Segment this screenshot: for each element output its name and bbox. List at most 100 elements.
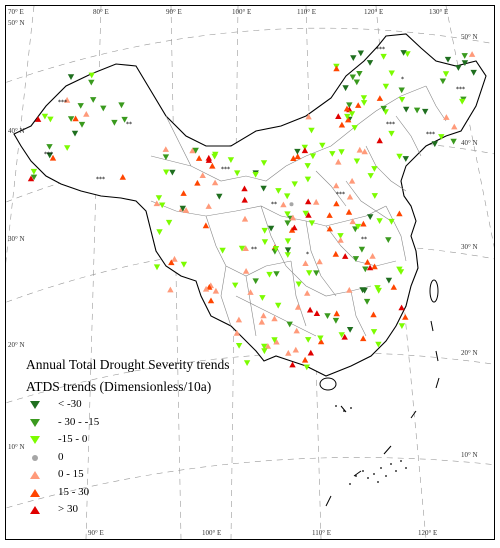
hainan-island [319, 377, 337, 391]
station-marker [370, 311, 377, 318]
station-marker [353, 158, 361, 165]
station-marker [333, 200, 340, 207]
station-marker [77, 103, 84, 109]
significance-mark: *** [456, 86, 465, 93]
station-marker [189, 147, 196, 154]
station-marker [169, 169, 176, 176]
country-outline [13, 33, 487, 377]
station-marker [367, 214, 374, 220]
station-marker [305, 337, 312, 343]
station-marker [351, 125, 358, 131]
station-marker [398, 304, 405, 311]
station-marker [30, 168, 38, 175]
station-marker [264, 343, 272, 349]
station-marker [346, 286, 353, 293]
station-marker [286, 321, 293, 328]
station-marker [285, 349, 292, 356]
significance-mark: *** [96, 176, 105, 183]
station-marker [455, 65, 462, 71]
circle-icon [32, 454, 38, 461]
station-marker [459, 98, 466, 105]
station-marker [388, 70, 395, 77]
station-marker [402, 156, 409, 162]
triangle-down-icon [30, 401, 40, 409]
station-marker [284, 211, 291, 218]
station-marker [444, 56, 452, 63]
station-marker [443, 114, 450, 120]
station-marker [388, 218, 395, 225]
legend-item-label: 0 - 15 [58, 468, 84, 480]
station-marker [252, 278, 259, 285]
station-marker [361, 148, 368, 155]
station-marker [238, 245, 246, 252]
station-marker [382, 83, 390, 90]
station-marker [171, 255, 178, 262]
legend-item: -15 - 0 [26, 431, 266, 449]
station-marker [100, 105, 107, 112]
station-marker [294, 304, 302, 310]
station-marker [88, 72, 95, 79]
station-marker [289, 361, 296, 368]
station-marker [261, 227, 268, 234]
significance-mark: ** [126, 121, 132, 128]
station-marker [155, 195, 163, 201]
station-marker [260, 312, 267, 319]
nine-dash-line [325, 320, 440, 507]
station-marker [360, 95, 368, 101]
station-marker [396, 266, 403, 273]
station-marker [329, 151, 336, 157]
station-marker [165, 219, 173, 226]
significance-mark: *** [336, 191, 345, 198]
station-marker [27, 175, 35, 182]
station-marker [356, 146, 363, 153]
lat-label-left-30: 30° N [8, 235, 25, 243]
significance-mark: *** [44, 151, 53, 158]
station-marker [118, 102, 125, 109]
station-marker [366, 60, 374, 66]
station-marker [451, 123, 458, 130]
station-marker [333, 182, 340, 189]
station-marker [235, 316, 243, 323]
station-marker [343, 105, 351, 112]
station-marker [260, 160, 268, 166]
station-marker [333, 310, 340, 317]
station-marker [371, 166, 378, 172]
station-marker [194, 179, 201, 186]
station-marker [182, 207, 190, 213]
legend-rows: < -30 - 30 - -15 -15 - 0 0 0 - 15 15 - 30 > 30 [26, 396, 266, 519]
lat-label-right-10: 10° N [461, 451, 478, 459]
legend-title: Annual Total Drought Severity trends [26, 357, 230, 372]
station-marker [470, 69, 477, 76]
station-marker [342, 253, 349, 259]
station-marker [290, 155, 297, 161]
significance-mark: *** [221, 166, 230, 173]
station-marker [266, 271, 273, 278]
station-marker [450, 138, 457, 145]
station-marker [30, 174, 38, 181]
station-marker [247, 289, 254, 295]
station-marker [304, 290, 311, 296]
station-marker [380, 53, 387, 60]
station-marker [337, 233, 344, 239]
lat-label-left-20: 20° N [8, 341, 25, 349]
station-marker [259, 295, 266, 301]
station-marker [242, 268, 250, 274]
station-marker [271, 337, 278, 344]
station-marker [41, 113, 49, 120]
station-marker [396, 210, 403, 217]
station-marker [163, 169, 170, 176]
legend-subtitle: ATDS trends (Dimensionless/10a) [26, 379, 212, 394]
station-marker [422, 108, 429, 115]
station-marker [307, 349, 314, 356]
significance-mark: * [401, 76, 404, 83]
station-marker [370, 329, 378, 335]
station-marker [71, 130, 79, 137]
station-marker [261, 343, 268, 350]
significance-mark: *** [386, 121, 395, 128]
station-marker [390, 284, 397, 290]
station-marker [332, 250, 339, 257]
map-legend: Annual Total Drought Severity trends ATD… [26, 356, 266, 519]
station-marker [271, 315, 278, 322]
station-marker [367, 173, 374, 179]
station-marker [304, 176, 312, 183]
